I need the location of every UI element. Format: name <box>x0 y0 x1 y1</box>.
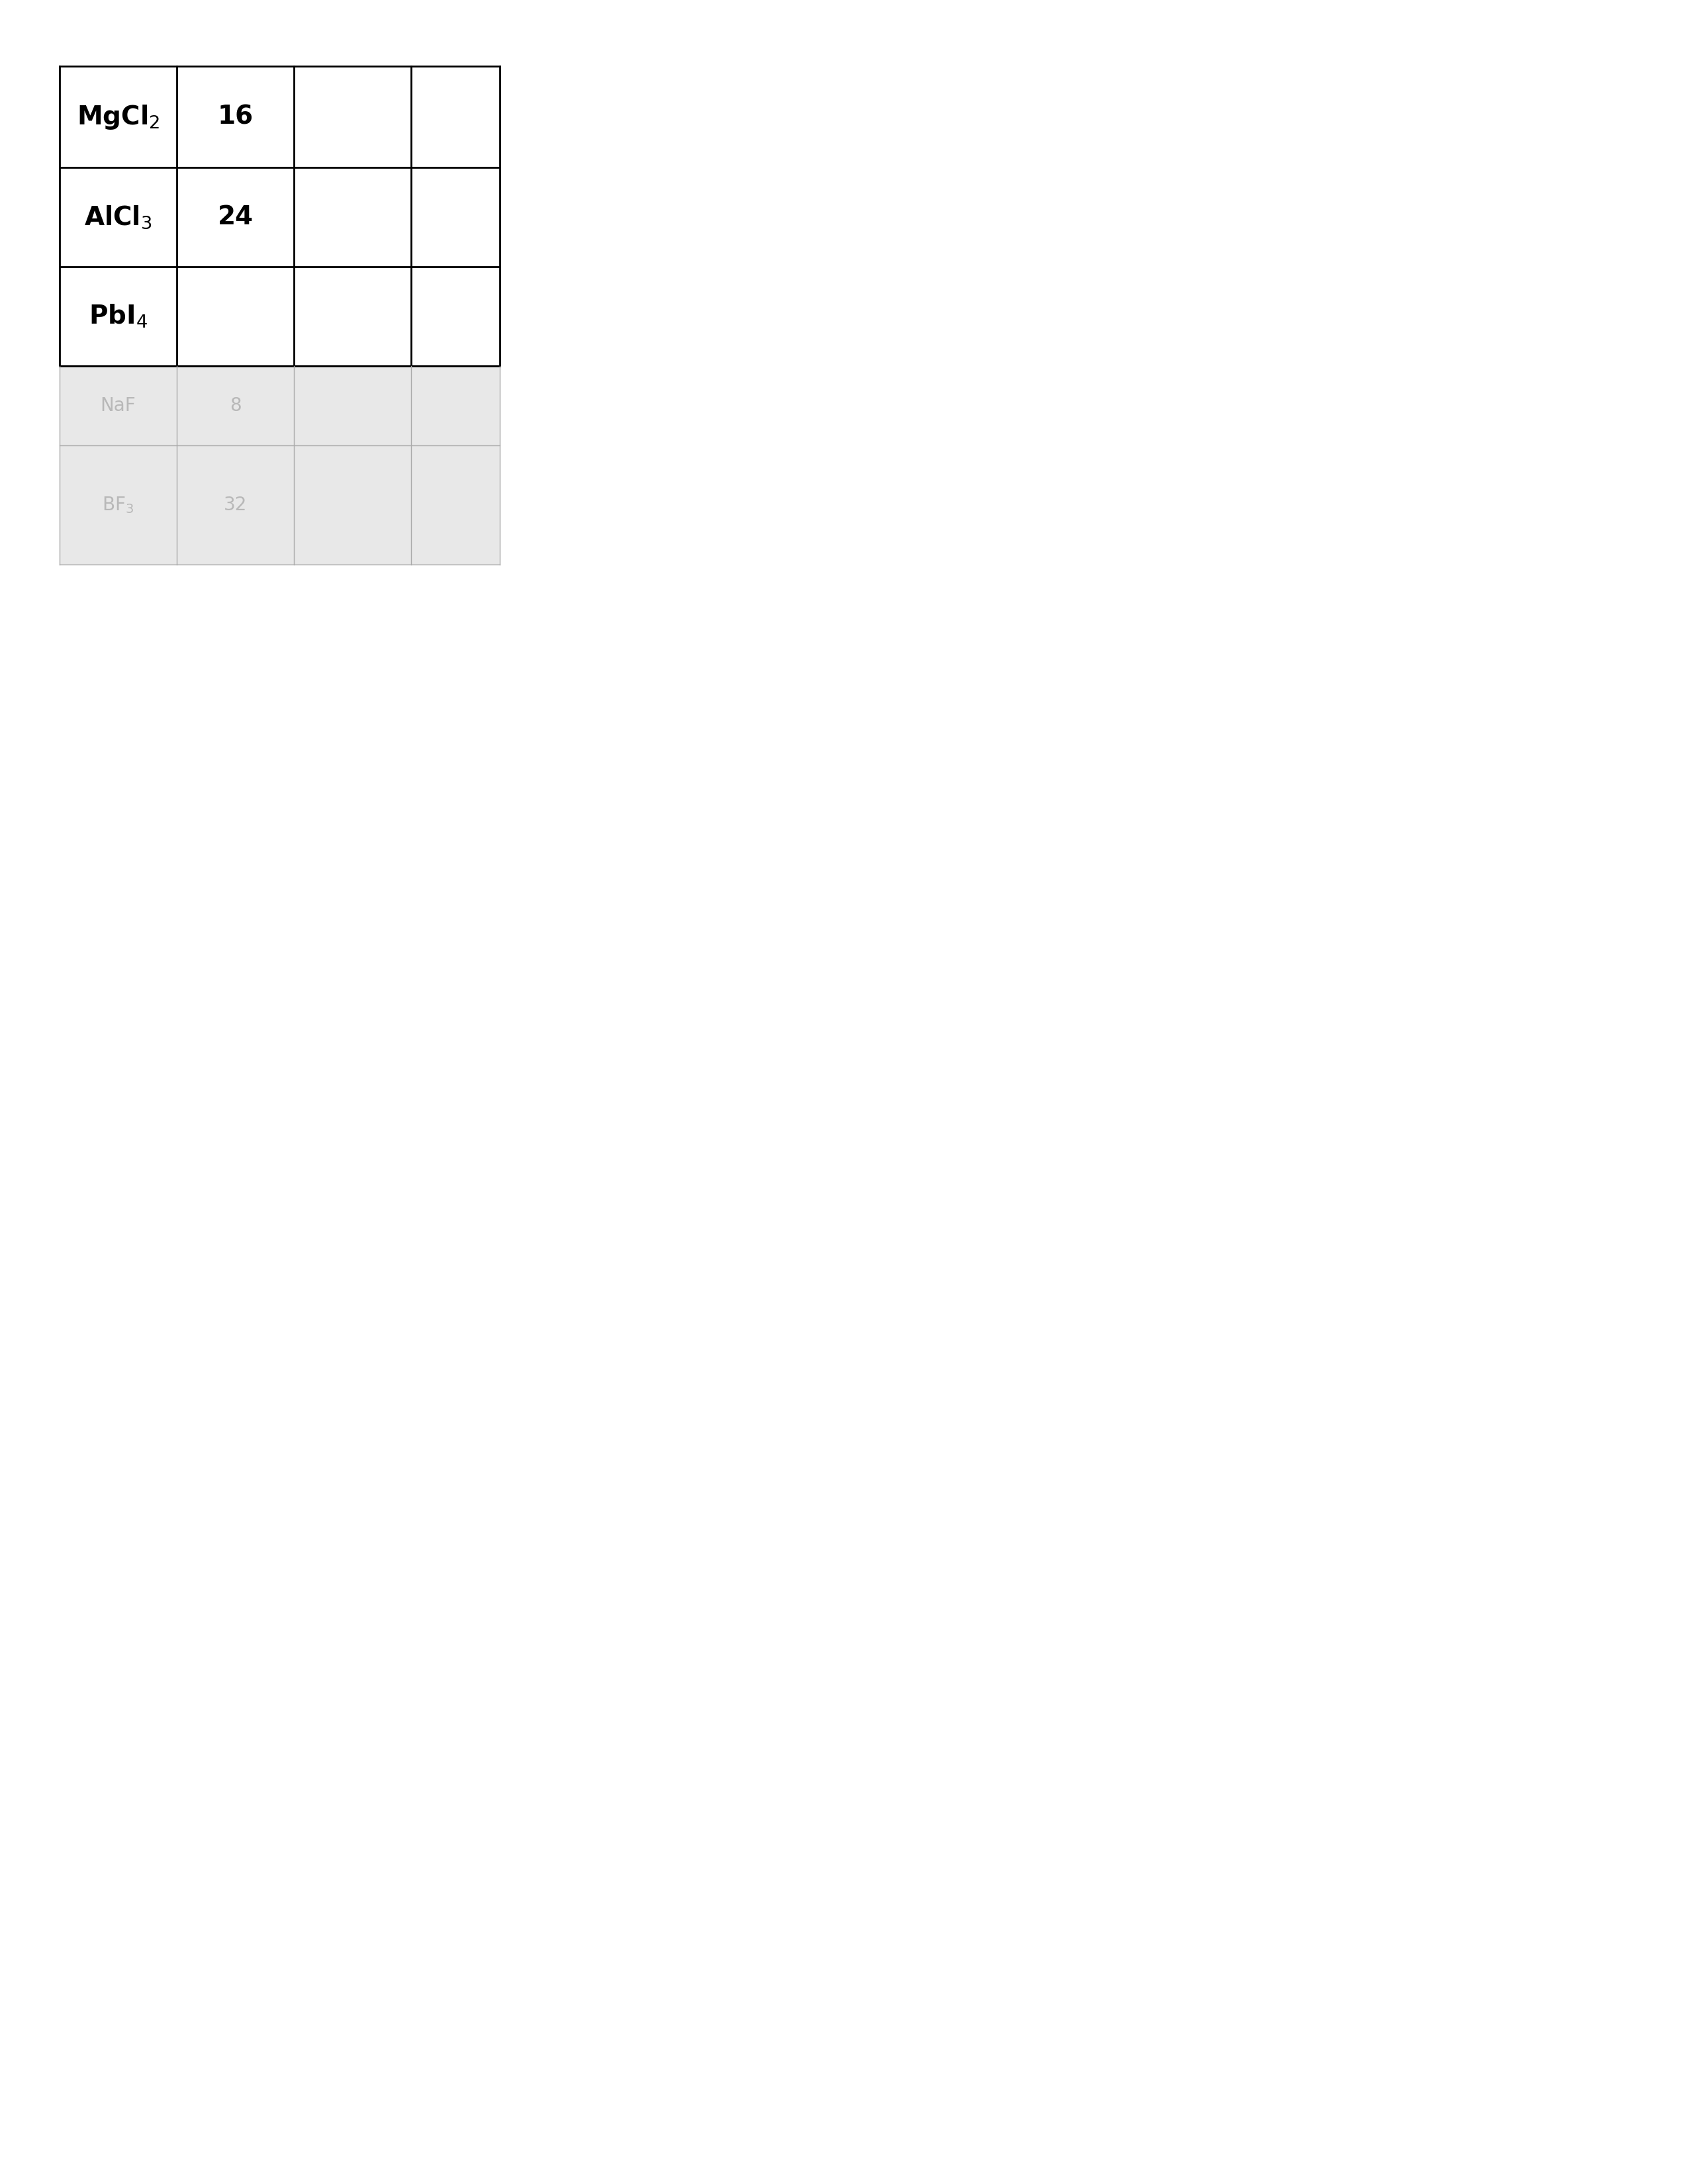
Text: 32: 32 <box>223 496 246 513</box>
Text: AlCl$_3$: AlCl$_3$ <box>84 203 152 229</box>
Text: MgCl$_2$: MgCl$_2$ <box>76 103 160 131</box>
Bar <box>59 66 500 168</box>
Bar <box>59 266 500 367</box>
Text: 8: 8 <box>230 397 241 415</box>
Text: 24: 24 <box>218 205 253 229</box>
Text: BF$_3$: BF$_3$ <box>103 496 133 515</box>
Bar <box>59 367 500 446</box>
Bar <box>59 168 500 266</box>
Text: PbI$_4$: PbI$_4$ <box>89 304 147 330</box>
Text: 16: 16 <box>218 105 253 129</box>
Text: NaF: NaF <box>100 397 137 415</box>
Bar <box>59 446 500 563</box>
